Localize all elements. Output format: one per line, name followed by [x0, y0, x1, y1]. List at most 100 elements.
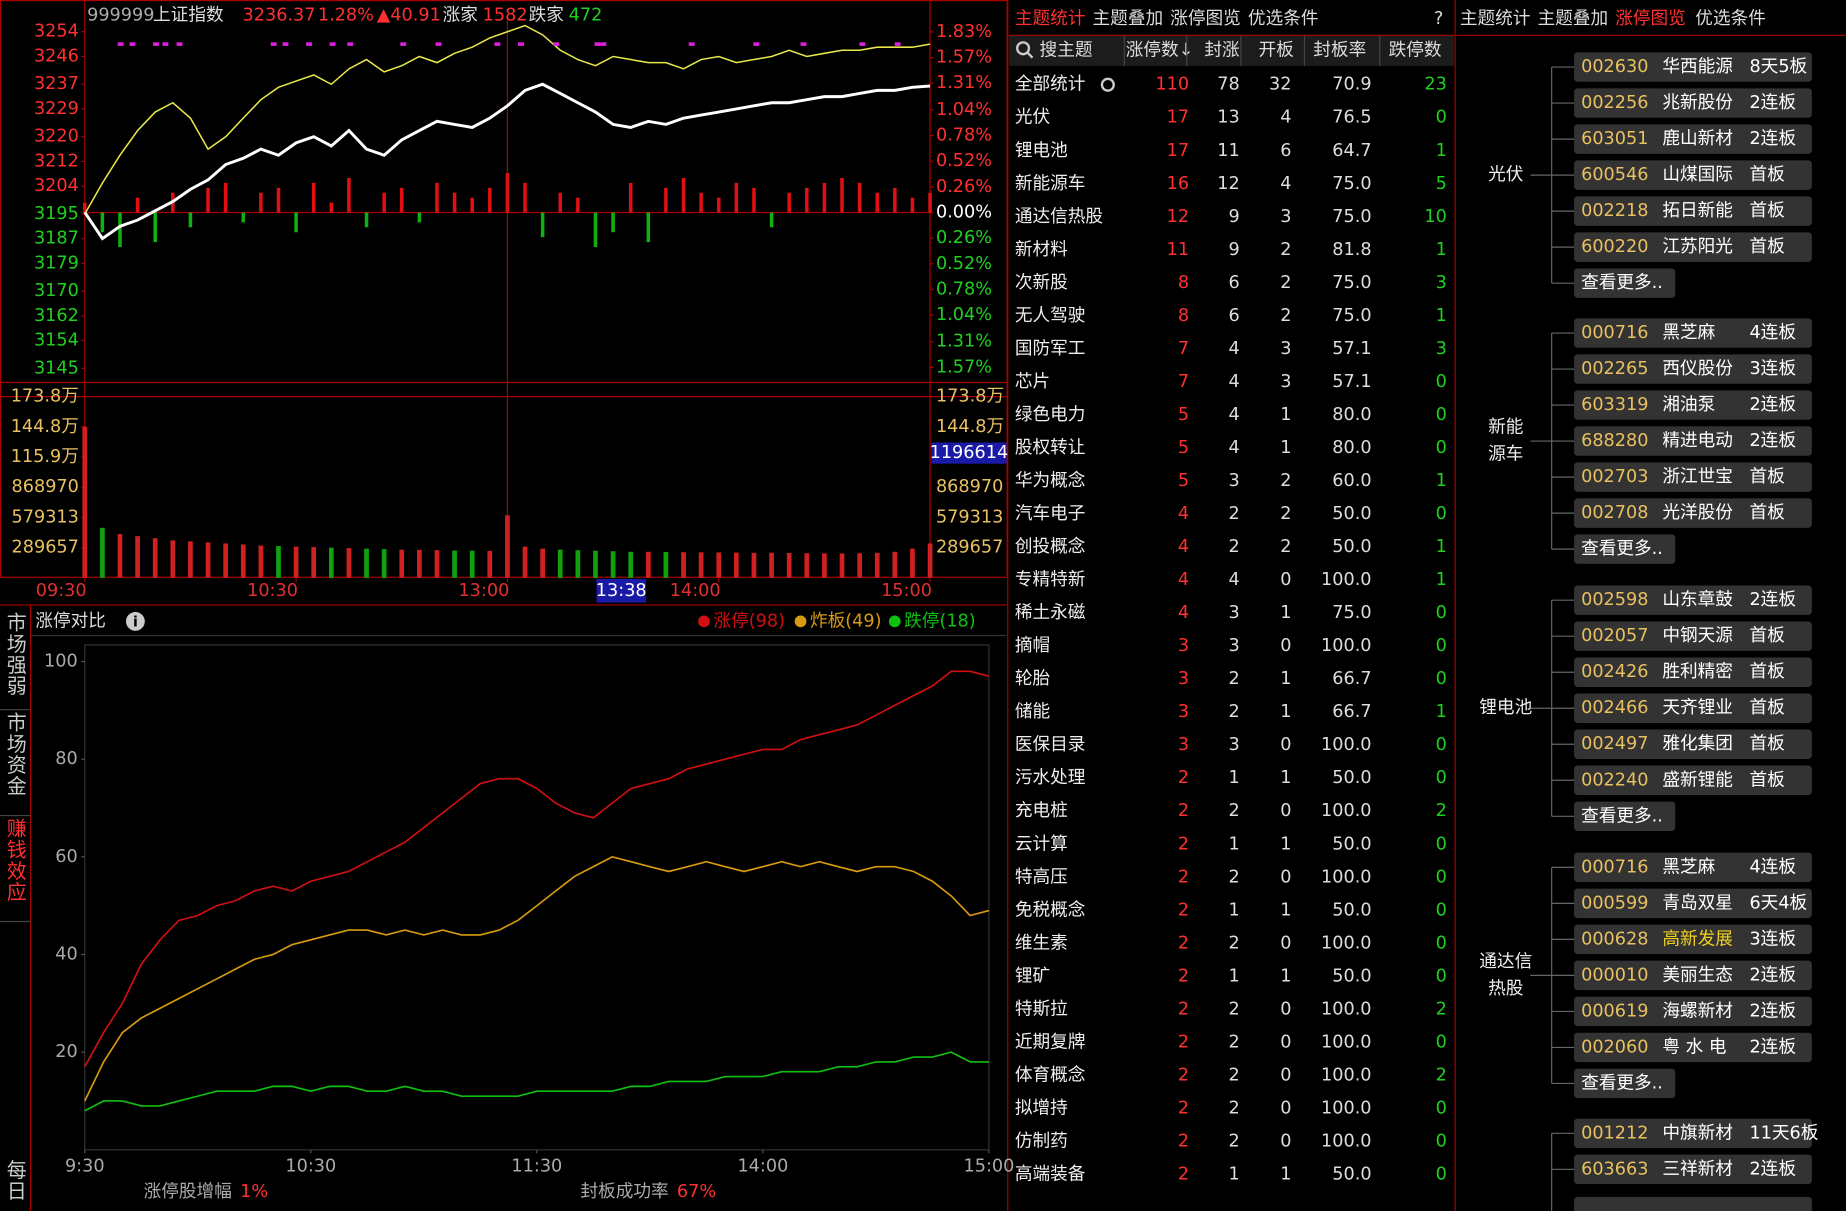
volume-bar: [610, 551, 616, 578]
stock-card[interactable]: [1574, 196, 1812, 226]
table-cell: 0: [1436, 933, 1447, 953]
table-cell: 拟增持: [1015, 1097, 1068, 1118]
breadth-bar: [734, 182, 739, 213]
breadth-bar: [241, 212, 246, 223]
table-cell: 1: [1436, 570, 1447, 590]
stock-card[interactable]: [1574, 160, 1812, 190]
table-cell: 医保目录: [1015, 734, 1086, 755]
table-cell: 3: [1280, 207, 1291, 227]
side-tab[interactable]: 每日: [3, 1159, 27, 1202]
stock-card[interactable]: [1574, 52, 1812, 82]
table-cell: 3: [1436, 339, 1447, 359]
stock-card[interactable]: [1574, 390, 1812, 420]
tab[interactable]: 主题叠加: [1093, 8, 1164, 29]
tab[interactable]: 主题统计: [1460, 8, 1531, 29]
table-cell: 2: [1436, 801, 1447, 821]
volume-tick-label: 289657: [936, 538, 1003, 558]
volume-bar: [575, 550, 581, 578]
tab[interactable]: 涨停图览: [1615, 8, 1686, 29]
stock-card[interactable]: [1574, 960, 1812, 991]
breadth-bar: [347, 177, 351, 213]
info-icon[interactable]: [125, 611, 145, 631]
stock-card[interactable]: [1574, 318, 1812, 348]
tab[interactable]: 优选条件: [1695, 8, 1766, 29]
table-cell: 100.0: [1321, 735, 1372, 755]
stock-card[interactable]: [1574, 426, 1812, 456]
stock-board: 3连板: [1749, 358, 1796, 379]
table-cell: 80.0: [1332, 438, 1371, 458]
table-cell: 1: [1280, 1164, 1291, 1184]
volume-bar: [188, 541, 193, 578]
stock-card[interactable]: [1574, 852, 1812, 883]
y-tick-label: 40: [55, 944, 77, 964]
stock-card[interactable]: [1574, 996, 1812, 1027]
stock-card[interactable]: [1574, 124, 1812, 154]
tab[interactable]: 涨停图览: [1170, 8, 1241, 29]
stock-card[interactable]: [1574, 693, 1812, 723]
more-button[interactable]: [1574, 534, 1676, 564]
stock-card[interactable]: [1574, 88, 1812, 118]
more-label[interactable]: 查看更多..: [1581, 805, 1663, 826]
table-cell: 2: [1280, 273, 1291, 293]
search-icon[interactable]: [1026, 52, 1034, 59]
stock-name: 黑芝麻: [1662, 322, 1715, 343]
signal-dot: [162, 42, 169, 46]
table-cell: 2: [1228, 999, 1239, 1019]
volume-bar: [505, 515, 510, 578]
more-button[interactable]: [1574, 1068, 1676, 1099]
stock-card[interactable]: [1574, 498, 1812, 528]
breadth-bar: [893, 187, 897, 213]
signal-dot: [282, 42, 289, 46]
stock-card[interactable]: [1574, 621, 1812, 651]
table-cell: 1: [1228, 768, 1239, 788]
table-cell: 1: [1280, 438, 1291, 458]
volume-bar: [786, 553, 792, 578]
stock-card[interactable]: [1574, 765, 1812, 795]
more-button[interactable]: [1574, 268, 1676, 298]
table-cell: 75.0: [1332, 174, 1371, 194]
side-tab[interactable]: 市场强弱: [3, 612, 27, 697]
breadth-bar: [470, 197, 474, 213]
stock-card[interactable]: [1574, 1032, 1812, 1063]
table-cell: 3: [1436, 273, 1447, 293]
stock-card[interactable]: [1574, 354, 1812, 384]
signal-dot: [688, 42, 695, 46]
side-tab[interactable]: 赚钱效应: [3, 818, 27, 903]
stock-card[interactable]: [1574, 232, 1812, 262]
more-label[interactable]: 查看更多..: [1581, 272, 1663, 293]
index-line: [84, 24, 931, 215]
breadth-bar: [752, 187, 756, 213]
table-cell: 0: [1436, 405, 1447, 425]
table-cell: 2: [1228, 1065, 1239, 1085]
stock-name: 浙江世宝: [1662, 466, 1733, 487]
tab[interactable]: 主题叠加: [1538, 8, 1609, 29]
tab[interactable]: 优选条件: [1248, 8, 1319, 29]
stock-card[interactable]: [1574, 462, 1812, 492]
more-label[interactable]: 查看更多..: [1581, 1072, 1663, 1093]
stock-card[interactable]: [1574, 924, 1812, 955]
table-cell: 近期复牌: [1015, 1031, 1086, 1052]
tab[interactable]: 主题统计: [1015, 8, 1086, 29]
stock-card[interactable]: [1574, 729, 1812, 759]
group-label: 源车: [1488, 444, 1523, 465]
stock-card[interactable]: [1574, 1118, 1812, 1149]
side-tab[interactable]: 市场资金: [3, 712, 27, 797]
stock-card[interactable]: [1574, 585, 1812, 615]
search-icon[interactable]: [1016, 41, 1031, 56]
stock-code: 002265: [1581, 359, 1648, 379]
y-tick-label: 3220: [34, 127, 79, 147]
stock-card[interactable]: [1574, 888, 1812, 919]
stock-name: 光洋股份: [1662, 502, 1733, 523]
stock-card[interactable]: [1574, 657, 1812, 687]
index-name: 上证指数: [153, 4, 224, 25]
more-button[interactable]: [1574, 801, 1676, 831]
more-label[interactable]: 查看更多..: [1581, 538, 1663, 559]
breadth-bar: [153, 212, 157, 243]
y2-tick-label: 1.57%: [936, 357, 992, 377]
info-icon-glyph[interactable]: i: [133, 615, 138, 631]
table-cell: 1: [1436, 141, 1447, 161]
stock-card[interactable]: [1574, 1154, 1812, 1185]
stock-board: 首板: [1749, 625, 1785, 646]
table-cell: 维生素: [1015, 932, 1068, 953]
table-cell: 免税概念: [1015, 898, 1086, 920]
